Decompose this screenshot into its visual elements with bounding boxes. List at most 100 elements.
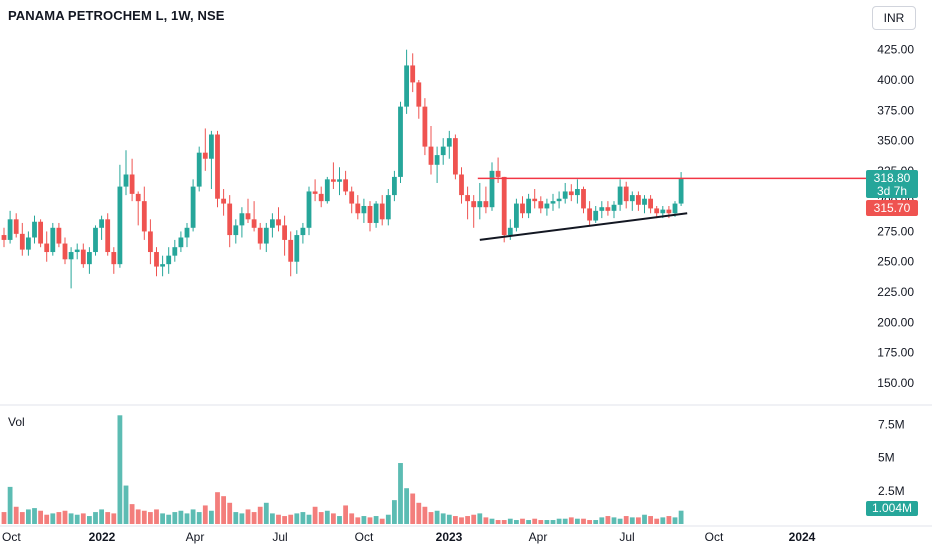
candle-body <box>599 207 605 211</box>
candle-body <box>160 264 165 267</box>
candlesticks <box>1 49 684 289</box>
candle-body <box>26 237 31 250</box>
candle-body <box>337 179 342 182</box>
volume-bar <box>666 516 672 524</box>
candle <box>263 222 269 253</box>
volume-bar <box>32 508 37 524</box>
candle-body <box>373 203 379 223</box>
volume-bar <box>379 518 385 524</box>
candle <box>392 170 397 202</box>
candle-body <box>56 227 62 244</box>
candle <box>629 191 635 211</box>
candle <box>599 201 605 219</box>
candle <box>642 195 647 214</box>
candle <box>26 231 31 256</box>
candle <box>477 182 483 220</box>
volume-bar <box>605 516 611 524</box>
volume-bar <box>19 512 25 524</box>
candle <box>465 186 470 220</box>
last-price-tag <box>866 170 918 198</box>
candle <box>605 201 611 216</box>
volume-bar <box>196 512 202 524</box>
price-tick-label: 350.00 <box>877 134 914 148</box>
candle <box>123 150 129 196</box>
volume-bar <box>306 514 312 524</box>
candle <box>343 170 348 196</box>
candle-body <box>495 170 501 177</box>
candle-body <box>99 219 104 228</box>
volume-bar <box>623 516 629 524</box>
candle-body <box>605 207 611 211</box>
candle-body <box>544 203 550 209</box>
candle-body <box>7 219 13 240</box>
candle-body <box>172 247 178 256</box>
volume-bar <box>184 513 190 524</box>
candle-body <box>117 186 123 265</box>
candle-body <box>678 178 684 204</box>
last-volume-value: 1.004M <box>872 501 912 515</box>
support-trendline[interactable] <box>479 212 688 241</box>
candle <box>117 164 123 268</box>
candle <box>306 186 312 236</box>
candle-body <box>501 176 507 236</box>
volume-bar <box>568 517 574 524</box>
candle-body <box>422 106 428 147</box>
candle-body <box>227 203 233 236</box>
candle <box>221 189 226 216</box>
candle <box>636 191 641 211</box>
candle <box>532 189 538 209</box>
drawings[interactable] <box>477 177 866 241</box>
time-tick-label: 2023 <box>436 530 463 544</box>
candle-body <box>87 252 92 265</box>
bar-countdown: 3d 7h <box>877 184 907 198</box>
volume-bar <box>642 514 647 524</box>
volume-bar <box>80 513 86 524</box>
candle <box>324 176 330 204</box>
candle-body <box>623 186 629 202</box>
price-tags: 318.80 3d 7h 315.70 1.004M <box>866 170 918 516</box>
candle <box>678 172 684 206</box>
time-tick-label: Jul <box>272 530 287 544</box>
volume-bar <box>141 510 147 524</box>
candle <box>294 230 300 274</box>
volume-bar <box>87 516 92 524</box>
volume-bar <box>221 496 226 524</box>
candle-body <box>379 203 385 220</box>
candle <box>135 191 141 226</box>
volume-bar <box>288 514 294 524</box>
candle <box>489 162 495 211</box>
volume-bar <box>495 520 501 524</box>
volume-bar <box>7 486 13 524</box>
candle-body <box>392 176 397 196</box>
candle <box>172 239 178 262</box>
volume-bar <box>105 512 111 524</box>
candle-body <box>575 189 580 196</box>
price-tick-label: 225.00 <box>877 285 914 299</box>
volume-bar <box>190 509 196 524</box>
volume-bar <box>556 518 562 524</box>
currency-button[interactable]: INR <box>872 6 916 30</box>
candle-body <box>105 219 111 253</box>
candle-body <box>257 227 263 244</box>
candle-body <box>654 208 660 214</box>
volume-bar <box>678 510 684 524</box>
symbol-title[interactable]: PANAMA PETROCHEM L, 1W, NSE <box>8 8 225 23</box>
candle-body <box>318 193 324 202</box>
candle <box>50 222 56 256</box>
candle <box>367 201 373 232</box>
volume-bar <box>392 500 397 524</box>
candle <box>257 222 263 250</box>
price-tick-label: 275.00 <box>877 224 914 238</box>
volume-bar <box>422 506 428 524</box>
volume-bar <box>38 510 43 524</box>
candle <box>648 195 653 214</box>
price-axis: 150.00175.00200.00225.00250.00275.00300.… <box>877 43 914 390</box>
candle <box>654 205 660 219</box>
candle <box>184 222 190 248</box>
candle <box>514 198 519 232</box>
candle <box>288 231 294 277</box>
volume-bar <box>227 502 233 524</box>
candle-body <box>294 235 300 262</box>
candle-body <box>202 152 208 159</box>
